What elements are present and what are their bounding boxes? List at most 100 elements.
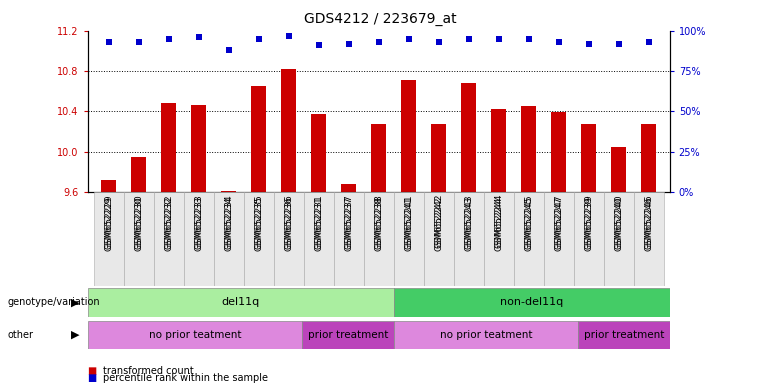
Bar — [364, 192, 393, 286]
Text: percentile rank within the sample: percentile rank within the sample — [103, 373, 268, 383]
Bar — [393, 192, 424, 286]
Point — [253, 36, 265, 42]
Bar — [551, 113, 566, 192]
Bar — [161, 103, 176, 192]
Bar — [214, 192, 244, 286]
Bar — [581, 124, 596, 192]
Text: GSM652242: GSM652242 — [434, 197, 443, 251]
Point — [132, 39, 145, 45]
Text: GSM652247: GSM652247 — [554, 197, 563, 252]
Text: GSM652230: GSM652230 — [134, 197, 143, 252]
Bar — [191, 105, 206, 192]
Point — [403, 36, 415, 42]
Bar — [371, 124, 386, 192]
Bar — [611, 147, 626, 192]
Text: GSM652240: GSM652240 — [614, 194, 623, 248]
Text: GSM652245: GSM652245 — [524, 197, 533, 252]
Text: GSM652231: GSM652231 — [314, 194, 323, 248]
Text: GSM652239: GSM652239 — [584, 197, 593, 252]
Bar — [88, 288, 394, 317]
Bar — [543, 192, 574, 286]
Bar — [603, 192, 634, 286]
Bar — [424, 192, 454, 286]
Bar — [431, 124, 446, 192]
Text: non-del11q: non-del11q — [500, 297, 563, 308]
Text: ▶: ▶ — [72, 330, 80, 340]
Text: GSM652235: GSM652235 — [254, 194, 263, 248]
Text: GSM652247: GSM652247 — [554, 194, 563, 248]
Bar — [461, 83, 476, 192]
Text: GSM652230: GSM652230 — [134, 194, 143, 248]
Bar — [333, 192, 364, 286]
Text: GSM652229: GSM652229 — [104, 194, 113, 248]
Text: ▶: ▶ — [72, 297, 80, 308]
Bar — [454, 192, 484, 286]
Text: GSM652246: GSM652246 — [644, 197, 653, 252]
Bar — [304, 192, 333, 286]
Bar — [521, 106, 537, 192]
Text: GSM652239: GSM652239 — [584, 194, 593, 248]
Bar — [221, 191, 236, 192]
Text: GSM652244: GSM652244 — [494, 197, 503, 251]
Text: ■: ■ — [88, 366, 97, 376]
Text: GSM652241: GSM652241 — [404, 197, 413, 252]
Bar — [574, 192, 603, 286]
Text: no prior teatment: no prior teatment — [440, 330, 532, 340]
Text: GSM652243: GSM652243 — [464, 194, 473, 248]
Text: GSM652236: GSM652236 — [284, 194, 293, 248]
Bar — [634, 192, 664, 286]
Bar — [101, 180, 116, 192]
Bar — [311, 114, 326, 192]
Bar — [514, 192, 543, 286]
Point — [463, 36, 475, 42]
Point — [372, 39, 384, 45]
Text: GSM652231: GSM652231 — [314, 197, 323, 252]
Text: GSM652246: GSM652246 — [644, 194, 653, 248]
Text: GSM652233: GSM652233 — [194, 197, 203, 252]
Bar — [302, 321, 394, 349]
Text: GSM652232: GSM652232 — [164, 194, 173, 248]
Bar — [131, 157, 146, 192]
Point — [282, 33, 295, 39]
Point — [613, 41, 625, 47]
Point — [492, 36, 505, 42]
Bar — [244, 192, 273, 286]
Bar — [394, 321, 578, 349]
Text: GSM652235: GSM652235 — [254, 197, 263, 252]
Text: GSM652244: GSM652244 — [494, 194, 503, 248]
Bar — [642, 124, 656, 192]
Bar — [251, 86, 266, 192]
Text: GSM652238: GSM652238 — [374, 197, 383, 252]
Text: del11q: del11q — [221, 297, 260, 308]
Text: GDS4212 / 223679_at: GDS4212 / 223679_at — [304, 12, 457, 25]
Text: prior treatment: prior treatment — [307, 330, 388, 340]
Bar — [281, 69, 296, 192]
Text: GSM652238: GSM652238 — [374, 194, 383, 248]
Bar — [491, 109, 506, 192]
Point — [342, 41, 355, 47]
Text: GSM652242: GSM652242 — [434, 194, 443, 248]
Point — [552, 39, 565, 45]
Point — [103, 39, 115, 45]
Text: GSM652229: GSM652229 — [104, 197, 113, 252]
Bar — [88, 321, 302, 349]
Bar — [154, 192, 183, 286]
Text: GSM652237: GSM652237 — [344, 197, 353, 252]
Bar — [341, 184, 356, 192]
Point — [523, 36, 535, 42]
Text: GSM652240: GSM652240 — [614, 197, 623, 252]
Text: GSM652237: GSM652237 — [344, 194, 353, 248]
Point — [162, 36, 174, 42]
Point — [313, 42, 325, 48]
Point — [432, 39, 444, 45]
Point — [222, 47, 234, 53]
Bar — [183, 192, 214, 286]
Text: GSM652234: GSM652234 — [224, 197, 233, 252]
Text: GSM652236: GSM652236 — [284, 197, 293, 252]
Bar — [401, 80, 416, 192]
Point — [642, 39, 654, 45]
Bar — [273, 192, 304, 286]
Text: GSM652241: GSM652241 — [404, 194, 413, 248]
Bar — [94, 192, 123, 286]
Point — [193, 34, 205, 40]
